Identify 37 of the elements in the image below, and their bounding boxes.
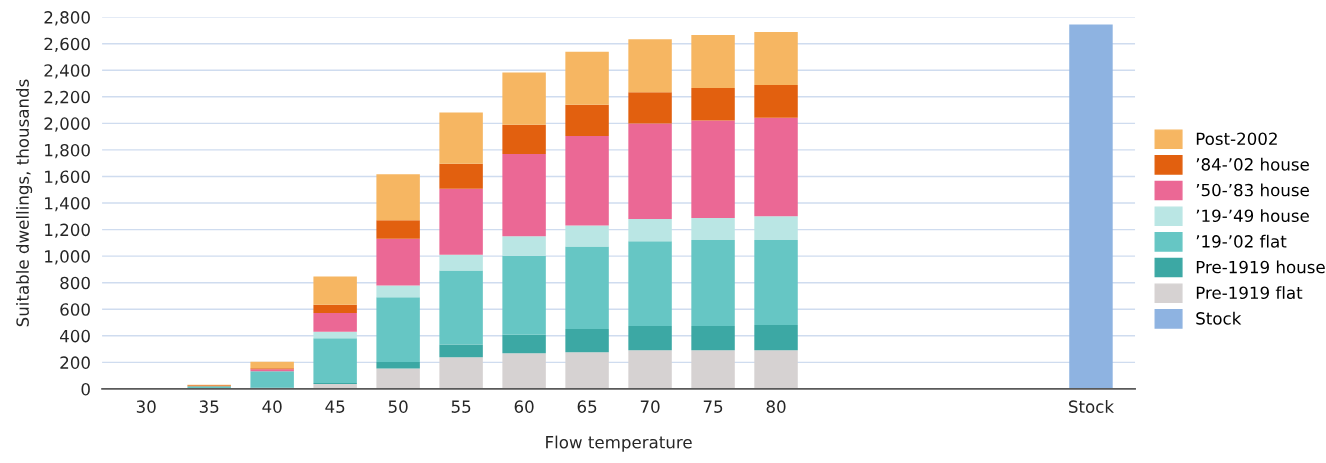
legend-label: Pre-1919 house xyxy=(1196,260,1325,274)
x-tick-label: Stock xyxy=(1069,400,1114,413)
legend-label: Pre-1919 flat xyxy=(1196,286,1303,300)
x-tick-label: 45 xyxy=(325,400,345,413)
x-tick-label: 35 xyxy=(199,400,219,413)
y-tick-label: 2,600 xyxy=(44,37,90,52)
legend-label: ’50-’83 house xyxy=(1196,183,1309,197)
y-tick-label: 2,400 xyxy=(44,64,90,79)
y-tick-label: 1,800 xyxy=(45,143,90,159)
x-tick-label: 50 xyxy=(388,400,408,413)
y-tick-label: 1,400 xyxy=(45,196,90,212)
legend-label: Stock xyxy=(1196,311,1242,325)
y-tick-label: 800 xyxy=(60,276,90,290)
y-tick-label: 200 xyxy=(60,356,90,369)
x-tick-label: 40 xyxy=(262,400,282,413)
legend-label: ’19-’02 flat xyxy=(1196,234,1287,248)
y-tick-label: 2,000 xyxy=(44,117,90,132)
x-axis-title: Flow temperature xyxy=(546,435,692,452)
x-tick-label: 75 xyxy=(703,400,723,413)
y-tick-label: 600 xyxy=(60,303,90,316)
y-tick-label: 2,200 xyxy=(44,90,90,106)
x-tick-label: 65 xyxy=(577,400,597,413)
y-tick-label: 400 xyxy=(59,329,90,343)
y-tick-label: 2,800 xyxy=(44,11,90,26)
y-axis-title: Suitable dwellings, thousands xyxy=(16,79,33,327)
x-tick-label: 80 xyxy=(766,400,786,413)
y-tick-label: 0 xyxy=(81,382,90,396)
y-tick-label: 1,600 xyxy=(45,170,90,185)
legend-label: ’84-’02 house xyxy=(1196,157,1309,171)
x-tick-label: 55 xyxy=(451,400,471,413)
x-tick-label: 60 xyxy=(514,400,534,413)
x-tick-label: 30 xyxy=(136,400,156,413)
legend-label: ’19-’49 house xyxy=(1196,209,1309,223)
y-tick-label: 1,200 xyxy=(45,223,90,238)
y-tick-label: 1,000 xyxy=(45,250,90,265)
x-tick-label: 70 xyxy=(640,400,660,413)
legend-label: Post-2002 xyxy=(1196,132,1277,146)
